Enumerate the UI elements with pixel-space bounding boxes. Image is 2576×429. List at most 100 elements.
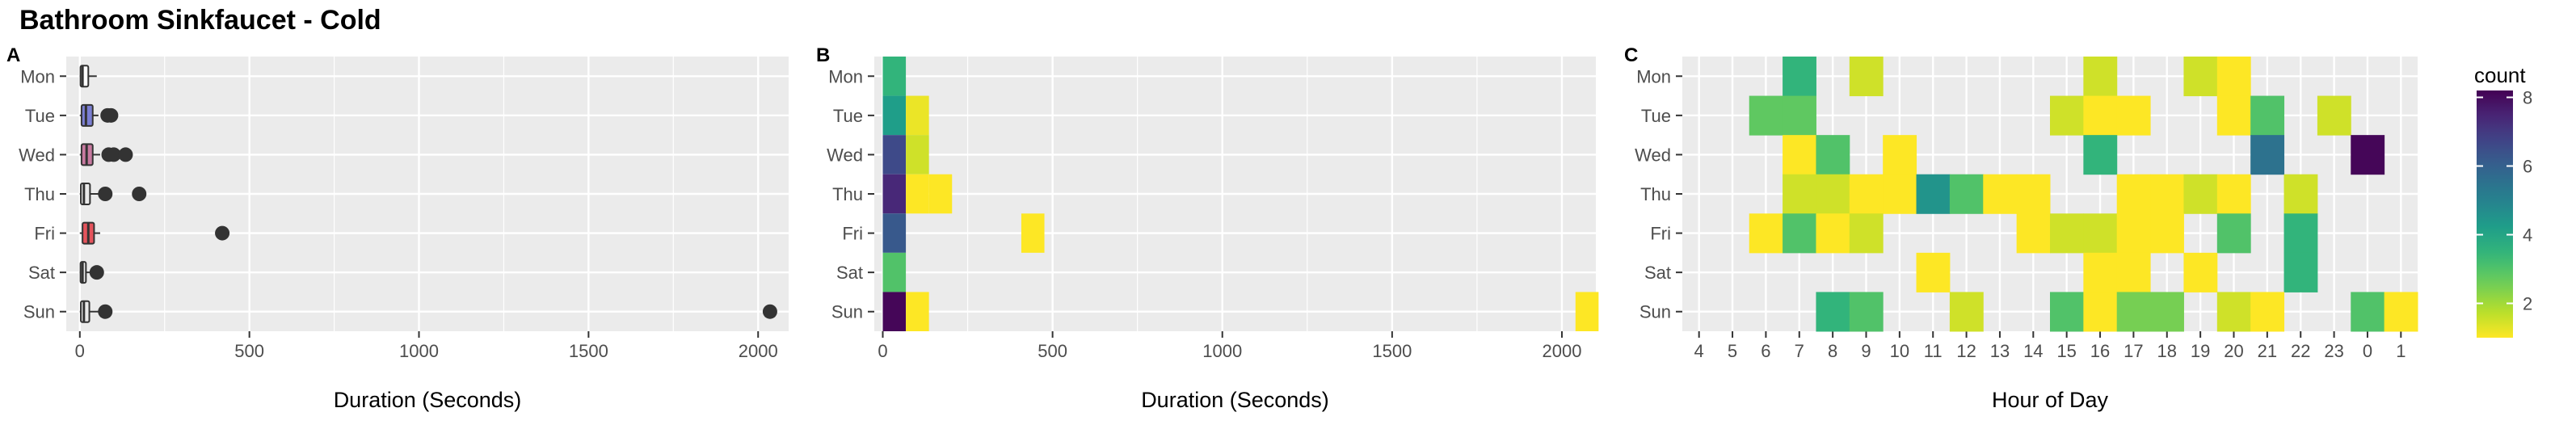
- panel-C-cell-fri-16: [2083, 213, 2118, 254]
- legend-tick-label-2: 2: [2523, 294, 2532, 314]
- panel-C-day-label-tue: Tue: [1641, 106, 1671, 126]
- panel-C-cell-sun-21: [2250, 292, 2285, 332]
- panel-C-xtick-label-9: 9: [1861, 341, 1871, 361]
- panel-C-day-label-thu: Thu: [1640, 184, 1671, 204]
- panel-B-day-label-wed: Wed: [827, 145, 863, 165]
- panel-C-cell-wed-16: [2083, 135, 2118, 175]
- panel-C-cell-thu-14: [2016, 174, 2051, 214]
- panel-C-xtick-label-15: 15: [2056, 341, 2076, 361]
- panel-C-cell-sun-15: [2050, 292, 2084, 332]
- panel-C-cell-thu-20: [2216, 174, 2251, 214]
- panel-C-cell-sat-17: [2116, 252, 2151, 292]
- panel-C-cell-sat-19: [2183, 252, 2218, 292]
- panel-C-cell-wed-8: [1816, 135, 1850, 175]
- panel-C-cell-sun-18: [2150, 292, 2184, 332]
- panel-A-xtick-label-500: 500: [234, 341, 264, 361]
- panel-C-cell-fri-15: [2050, 213, 2084, 254]
- panel-B-cell-fri: [1021, 213, 1045, 253]
- panel-C-cell-thu-8: [1816, 174, 1850, 214]
- panel-B-cell-wed: [906, 135, 929, 175]
- panel-C-xtick-label-10: 10: [1890, 341, 1909, 361]
- panel-C-cell-fri-8: [1816, 213, 1850, 254]
- panel-C-day-label-wed: Wed: [1635, 145, 1671, 165]
- panel-C-xtick-label-0: 0: [2363, 341, 2372, 361]
- panel-C-cell-thu-7: [1783, 174, 1816, 214]
- panel-A-outlier-tue: [103, 107, 119, 123]
- panel-B-x-axis-title: Duration (Seconds): [1141, 388, 1329, 412]
- panel-A-day-label-mon: Mon: [20, 66, 55, 86]
- panel-C-cell-mon-16: [2083, 57, 2118, 97]
- panel-C-cell-mon-19: [2183, 57, 2218, 97]
- panel-C-xtick-label-1: 1: [2396, 341, 2406, 361]
- panel-B-cell-sun: [1575, 292, 1599, 331]
- panel-B-cell-sun: [882, 292, 907, 331]
- panel-C-xtick-label-19: 19: [2191, 341, 2210, 361]
- panel-C-cell-tue-16: [2083, 95, 2118, 136]
- panel-C-xtick-label-12: 12: [1956, 341, 1976, 361]
- panel-A-day-label-thu: Thu: [24, 184, 55, 204]
- panel-C-cell-thu-18: [2150, 174, 2184, 214]
- panel-C-day-label-sat: Sat: [1644, 263, 1671, 283]
- panel-C-day-label-fri: Fri: [1650, 224, 1671, 244]
- panel-A-label: A: [6, 44, 20, 66]
- panel-C-cell-thu-13: [1983, 174, 2018, 214]
- panel-C-cell-sat-22: [2283, 252, 2318, 292]
- panel-C-cell-fri-7: [1783, 213, 1816, 254]
- panel-C-cell-sat-16: [2083, 252, 2118, 292]
- panel-B-xtick-label-1000: 1000: [1202, 341, 1242, 361]
- panel-A-xtick-label-1000: 1000: [399, 341, 439, 361]
- panel-C-cell-tue-7: [1783, 95, 1816, 136]
- panel-C-cell-sun-9: [1849, 292, 1884, 332]
- panel-C-x-axis-title: Hour of Day: [1992, 388, 2109, 412]
- panel-C-cell-mon-9: [1849, 57, 1884, 97]
- legend-tick-label-8: 8: [2523, 88, 2532, 108]
- panel-B-cell-wed: [882, 135, 907, 175]
- panel-C-xtick-label-6: 6: [1761, 341, 1770, 361]
- panel-C-day-label-mon: Mon: [1636, 66, 1671, 86]
- panel-A-outlier-wed: [118, 147, 133, 162]
- panel-B-xtick-label-2000: 2000: [1542, 341, 1581, 361]
- panel-B-cell-sun: [906, 292, 929, 331]
- panel-C-cell-tue-23: [2317, 95, 2351, 136]
- panel-C-cell-sun-20: [2216, 292, 2251, 332]
- panel-B-cell-sat: [882, 252, 907, 292]
- panel-C-cell-sun-1: [2384, 292, 2418, 332]
- legend-colorbar: [2477, 90, 2513, 338]
- panel-C-cell-wed-10: [1883, 135, 1917, 175]
- panel-C-cell-sun-16: [2083, 292, 2118, 332]
- panel-C-label: C: [1624, 44, 1638, 66]
- panel-C-xtick-label-14: 14: [2023, 341, 2043, 361]
- panel-C-cell-thu-10: [1883, 174, 1917, 214]
- panel-C-cell-fri-14: [2016, 213, 2051, 254]
- panel-A-day-label-sat: Sat: [28, 263, 55, 283]
- panel-B-cell-fri: [882, 213, 907, 253]
- panel-B-label: B: [816, 44, 830, 66]
- panel-C-day-label-sun: Sun: [1639, 302, 1671, 322]
- panel-A-outlier-sun: [762, 304, 777, 319]
- panel-C-cell-thu-11: [1916, 174, 1951, 214]
- panel-C-cell-thu-9: [1849, 174, 1884, 214]
- panel-C-cell-fri-6: [1749, 213, 1783, 254]
- panel-C-xtick-label-13: 13: [1990, 341, 2010, 361]
- panel-B-day-label-tue: Tue: [833, 106, 863, 126]
- panel-C-xtick-label-5: 5: [1728, 341, 1737, 361]
- panel-C-cell-fri-20: [2216, 213, 2251, 254]
- panel-C-cell-wed-21: [2250, 135, 2285, 175]
- panel-C-cell-fri-18: [2150, 213, 2184, 254]
- panel-B-cell-thu: [928, 174, 953, 214]
- panel-B-day-label-sat: Sat: [836, 263, 863, 283]
- panel-C-xtick-label-4: 4: [1694, 341, 1704, 361]
- panel-A-outlier-sat: [89, 265, 104, 280]
- panel-C-xtick-label-23: 23: [2324, 341, 2343, 361]
- panel-B-xtick-label-1500: 1500: [1372, 341, 1412, 361]
- legend-title: count: [2474, 63, 2526, 87]
- panel-C-cell-sun-12: [1949, 292, 1984, 332]
- panel-C-xtick-label-17: 17: [2124, 341, 2143, 361]
- panel-A-box-thu: [80, 183, 91, 205]
- panel-C-cell-mon-7: [1783, 57, 1816, 97]
- panel-C-cell-fri-22: [2283, 213, 2318, 254]
- panel-B-cell-thu: [906, 174, 929, 214]
- panel-A-day-label-fri: Fri: [34, 224, 55, 244]
- panel-A-day-label-sun: Sun: [23, 302, 55, 322]
